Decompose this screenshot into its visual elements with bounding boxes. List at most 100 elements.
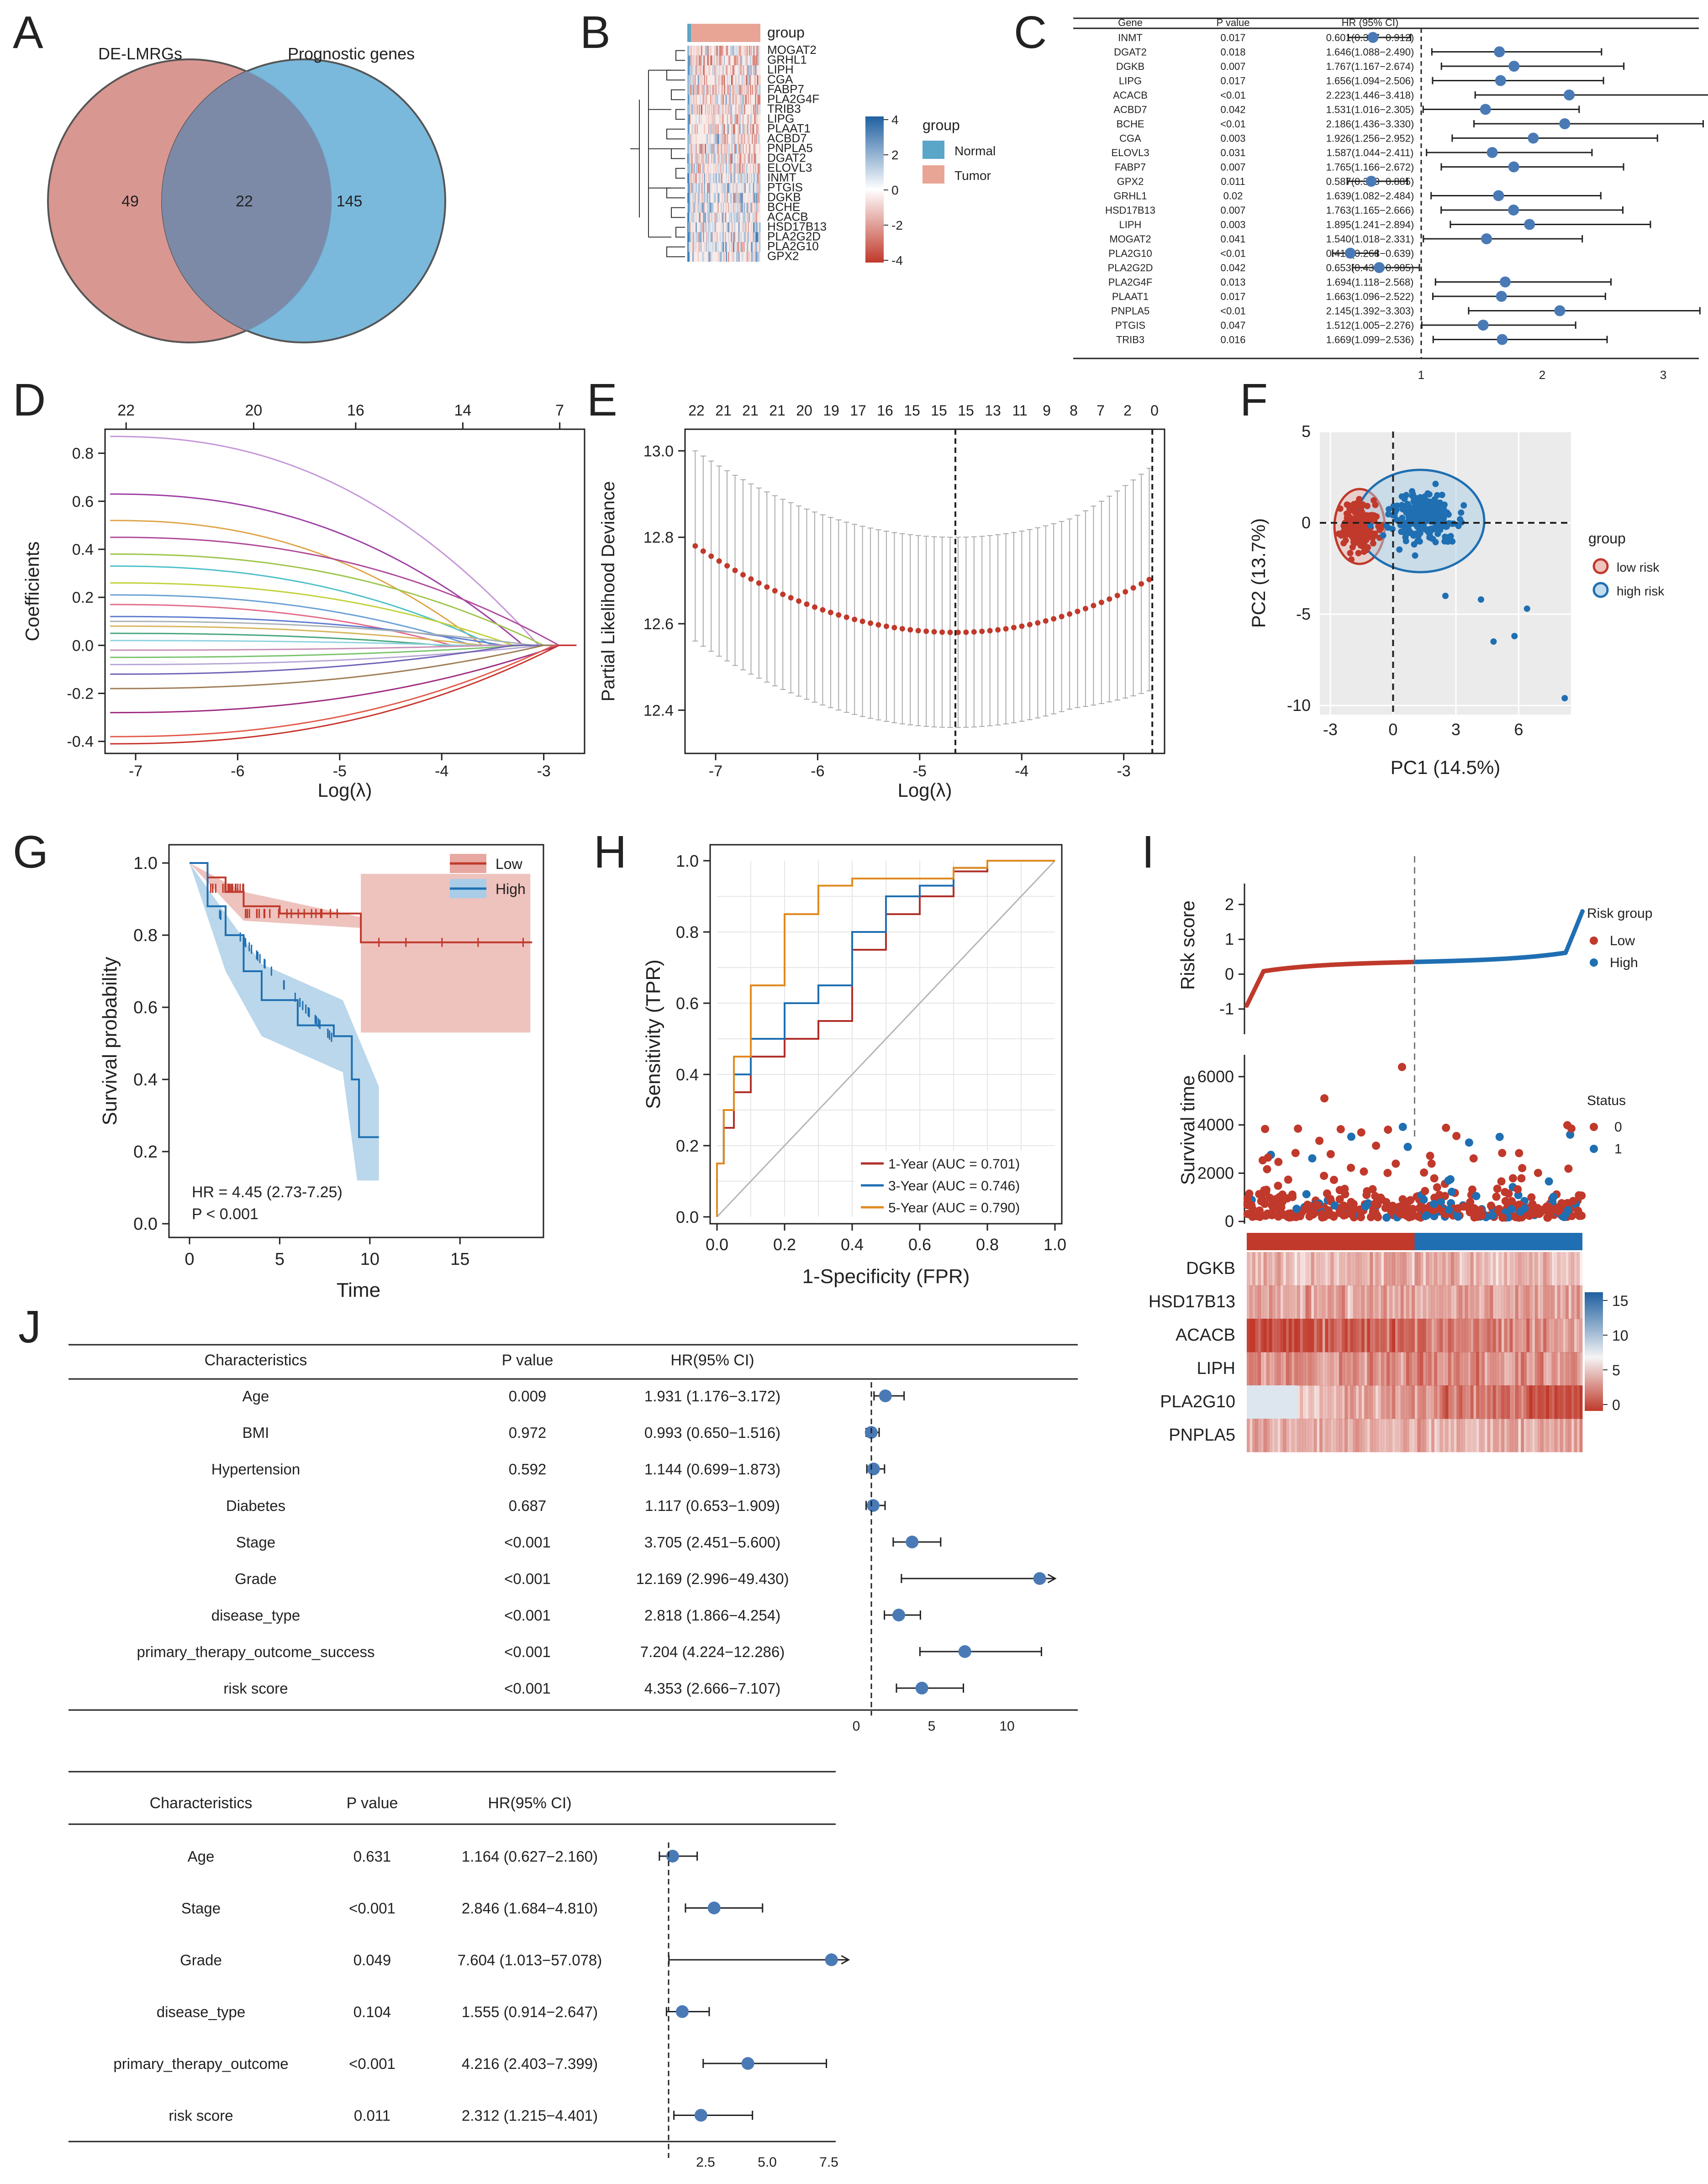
heatmap-cell (754, 203, 755, 213)
heatmap-cell (743, 85, 745, 95)
f-point-low (1357, 502, 1364, 509)
heatmap-cell (690, 232, 692, 242)
i-time-point (1362, 1191, 1371, 1200)
heatmap-cell (697, 105, 699, 115)
heatmap-cell (735, 46, 737, 56)
heatmap-cell (731, 55, 733, 66)
heatmap-cell (697, 193, 699, 203)
e-mean-point (868, 620, 874, 626)
panel-letter-d: D (13, 374, 46, 426)
heatmap-cell (736, 134, 738, 144)
heatmap-cell (700, 46, 701, 56)
heatmap-cell (711, 55, 713, 66)
heatmap-cell (722, 114, 723, 125)
heatmap-cell (695, 75, 696, 85)
i-risk-legend-title: Risk group (1587, 906, 1652, 921)
i-heat-cell (1451, 1252, 1454, 1286)
i-heat-cell (1336, 1252, 1339, 1286)
heatmap-cell (732, 232, 733, 242)
i-heat-cell (1359, 1252, 1362, 1286)
heatmap-cell (713, 134, 715, 144)
i-time-point (1347, 1132, 1355, 1141)
heatmap-cell (722, 65, 723, 75)
heatmap-cell (736, 173, 738, 184)
heatmap-cell (759, 242, 761, 252)
heatmap-cell (701, 163, 702, 174)
heatmap-cell (726, 124, 727, 134)
heatmap-cell (719, 252, 721, 262)
i-heat-cell (1487, 1385, 1491, 1419)
c-hr-value: 1.694(1.118−2.568) (1326, 277, 1413, 288)
heatmap-cell (717, 173, 719, 184)
i-heat-cell (1574, 1319, 1577, 1353)
heatmap-cell (739, 222, 741, 232)
heatmap-cell (735, 222, 737, 232)
i-heat-cell (1442, 1385, 1446, 1419)
heatmap-cell (709, 95, 711, 105)
heatmap-cell (707, 242, 709, 252)
heatmap-cell (737, 46, 739, 56)
heatmap-cell (719, 75, 721, 85)
heatmap-cell (750, 163, 751, 174)
heatmap-cell (701, 153, 702, 164)
f-point-low (1356, 496, 1363, 503)
heatmap-cell (717, 144, 719, 154)
heatmap-cell (731, 163, 733, 174)
heatmap-cell (717, 173, 718, 184)
i-heat-cell (1370, 1352, 1373, 1386)
i-heat-cell (1277, 1352, 1281, 1386)
i-heat-cell (1459, 1319, 1463, 1353)
i-heat-cell (1350, 1419, 1354, 1452)
heatmap-cell (747, 163, 748, 174)
heatmap-cell (688, 222, 690, 232)
heatmap-cell (725, 212, 726, 223)
heatmap-cell (687, 173, 689, 184)
heatmap-cell (688, 212, 690, 223)
i-heat-cell (1339, 1252, 1342, 1286)
heatmap-cell (714, 163, 716, 174)
heatmap-cell (759, 222, 761, 232)
i-heat-cell (1523, 1385, 1527, 1419)
e-mean-point (1091, 603, 1096, 609)
i-heat-cell (1471, 1319, 1474, 1353)
heatmap-cell (725, 183, 726, 193)
heatmap-cell (731, 65, 733, 75)
heatmap-cell (735, 153, 737, 164)
heatmap-cell (711, 75, 713, 85)
i-heat-cell (1344, 1285, 1348, 1319)
j-hr-value: 12.169 (2.996−49.430) (636, 1570, 789, 1587)
i-heat-cell (1534, 1352, 1538, 1386)
c-hr-point (1564, 89, 1575, 100)
j-uni-header-p: P value (502, 1352, 554, 1369)
heatmap-cell (717, 114, 719, 125)
heatmap-cell (743, 114, 744, 125)
heatmap-cell (707, 95, 709, 105)
i-heat-cell (1465, 1285, 1468, 1319)
e-mean-point (1114, 593, 1120, 599)
dendro-branch (675, 50, 685, 61)
heatmap-cell (722, 252, 724, 262)
heatmap-cell (712, 193, 714, 203)
heatmap-cell (708, 124, 710, 134)
heatmap-cell (709, 114, 711, 125)
i-heat-cell (1476, 1385, 1479, 1419)
heatmap-cell (739, 114, 741, 125)
i-heat-cell (1375, 1352, 1379, 1386)
heatmap-cell (717, 203, 719, 213)
heatmap-cell (688, 134, 690, 144)
heatmap-cell (713, 65, 715, 75)
heatmap-cell (695, 212, 696, 223)
heatmap-cell (706, 65, 707, 75)
h-xlabel: 1-Specificity (FPR) (802, 1265, 970, 1288)
i-heat-cell (1292, 1385, 1295, 1419)
heatmap-cell (726, 65, 727, 75)
i-heat-cell (1445, 1319, 1449, 1353)
i-heat-cell (1484, 1352, 1488, 1386)
heatmap-cell (687, 232, 689, 242)
i-time-point (1507, 1205, 1516, 1214)
heatmap-cell (721, 114, 722, 125)
heatmap-cell (731, 222, 733, 232)
i-heat-cell (1557, 1352, 1560, 1386)
i-heat-cell (1487, 1319, 1491, 1353)
e-mean-point (796, 598, 802, 604)
